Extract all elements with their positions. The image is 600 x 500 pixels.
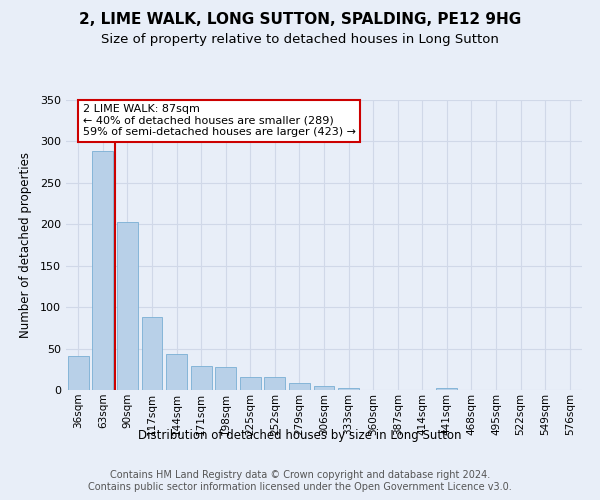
Text: Distribution of detached houses by size in Long Sutton: Distribution of detached houses by size …	[138, 428, 462, 442]
Bar	[240, 376, 261, 390]
Text: 2, LIME WALK, LONG SUTTON, SPALDING, PE12 9HG: 2, LIME WALK, LONG SUTTON, SPALDING, PE1…	[79, 12, 521, 28]
Text: Contains HM Land Registry data © Crown copyright and database right 2024.: Contains HM Land Registry data © Crown c…	[110, 470, 490, 480]
Bar	[289, 384, 310, 390]
Y-axis label: Number of detached properties: Number of detached properties	[19, 152, 32, 338]
Bar	[338, 388, 359, 390]
Text: Contains public sector information licensed under the Open Government Licence v3: Contains public sector information licen…	[88, 482, 512, 492]
Bar	[314, 386, 334, 390]
Bar	[117, 222, 138, 390]
Bar	[142, 317, 163, 390]
Bar	[215, 367, 236, 390]
Bar	[436, 388, 457, 390]
Bar	[191, 366, 212, 390]
Text: Size of property relative to detached houses in Long Sutton: Size of property relative to detached ho…	[101, 32, 499, 46]
Bar	[92, 150, 113, 390]
Bar	[166, 354, 187, 390]
Text: 2 LIME WALK: 87sqm
← 40% of detached houses are smaller (289)
59% of semi-detach: 2 LIME WALK: 87sqm ← 40% of detached hou…	[83, 104, 356, 138]
Bar	[265, 376, 286, 390]
Bar	[68, 356, 89, 390]
